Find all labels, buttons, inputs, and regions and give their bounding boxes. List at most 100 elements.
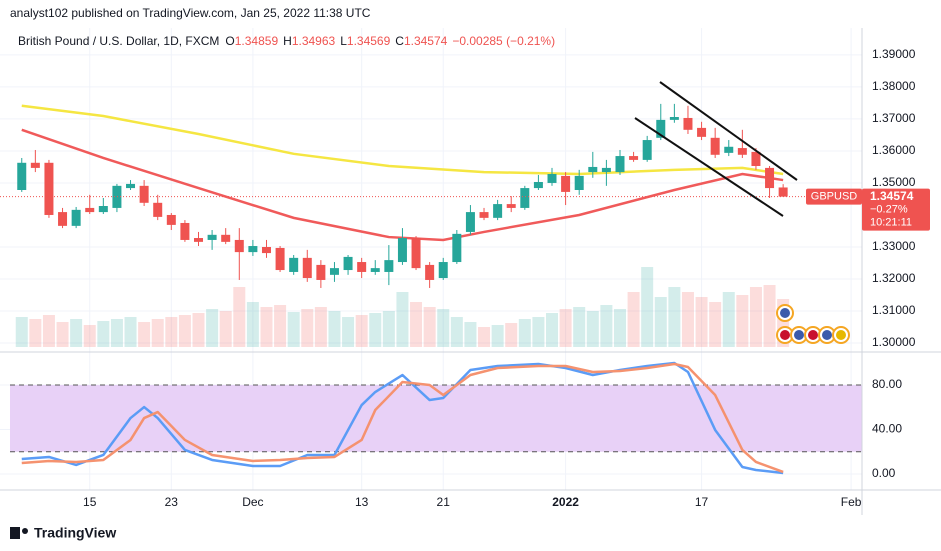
candle-body [479,212,489,218]
volume-bar [233,287,246,347]
ohlc-label: C [395,34,404,48]
flag-icon [836,330,846,340]
volume-bar [736,295,749,347]
volume-bar [301,309,314,347]
candle-body [574,175,584,190]
publish-header: analyst102 published on TradingView.com,… [10,6,371,20]
volume-bar [355,315,368,347]
flag-icon [822,330,832,340]
candle-body [30,162,40,168]
volume-bar [369,313,382,347]
stochastic-line [21,362,784,474]
volume-bar [505,323,518,347]
symbol-label: GBPUSD [811,191,858,203]
volume-bar [450,317,463,347]
volume-bar [586,311,599,347]
volume-bar [246,302,259,347]
ohlc-value: 1.34574 [404,34,448,48]
logo-mark [22,528,28,534]
volume-bar [464,322,477,347]
flag-icon [780,308,790,318]
ohlc-label: L [340,34,347,48]
candle-body [765,167,775,189]
ohlc-value: 1.34859 [235,34,279,48]
channel-line [634,117,784,217]
volume-bar [110,319,123,347]
candle-body [302,257,312,279]
volume-bar [532,317,545,347]
moving-average-line [21,104,784,176]
x-tick-label: 2022 [552,495,579,509]
candle-body [112,185,122,208]
candle-body [207,234,217,240]
candle-body [561,175,571,192]
candle-body [275,247,285,271]
volume-bar [151,319,164,347]
stochastic-pane [10,361,862,475]
candle-body [17,162,27,190]
volume-bar [410,302,423,347]
y-tick-label: 80.00 [872,377,902,391]
y-tick-label: 1.32000 [872,271,916,285]
volume-bar [600,305,613,347]
ohlc-label: H [283,34,292,48]
volume-bar [206,309,219,347]
volume-bar [382,311,395,347]
volume-bar [695,297,708,347]
candle-body [697,127,707,137]
candle-body [329,268,339,275]
candle-body [520,188,530,208]
volume-bar [83,325,96,347]
y-tick-label: 0.00 [872,466,896,480]
volume-bar [165,317,178,347]
candle-body [248,246,258,253]
volume-bar [192,313,205,347]
flag-icon [808,330,818,340]
candle-body [58,212,68,226]
candle-body [615,156,625,173]
volume-bar [274,305,287,347]
candle-body [316,264,326,280]
candle-body [533,181,543,189]
x-tick-label: Dec [242,495,263,509]
volume-bar [15,317,28,347]
flag-icon [794,330,804,340]
volume-bar [722,292,735,347]
volume-bar [627,292,640,347]
candle-body [601,167,611,173]
ohlc-label: O [225,34,234,48]
x-tick-label: 23 [165,495,179,509]
candle-body [588,166,598,173]
candle-body [465,212,475,232]
volume-bar [342,317,355,347]
countdown-label: 10:21:11 [870,217,912,229]
candle-body [493,204,503,218]
candle-body [194,238,204,242]
change-value: −0.00285 (−0.21%) [452,34,555,48]
candle-body [384,260,394,272]
candle-body [71,209,81,226]
volume-bar [56,322,69,347]
candle-body [452,233,462,263]
candle-body [221,234,231,242]
volume-bar [178,315,191,347]
price-label-box [862,188,930,231]
candle-body [778,187,788,197]
candle-body [370,268,380,272]
volume-bar [559,309,572,347]
volume-bar [491,325,504,347]
volume-bar [138,322,151,347]
y-tick-label: 1.36000 [872,143,916,157]
candle-body [85,207,95,213]
x-tick-label: 15 [83,495,97,509]
volume-bar [613,309,626,347]
symbol-label-box [806,188,862,205]
logo-mark [10,527,20,539]
stochastic-band [10,385,862,452]
flag-icons [776,304,850,344]
volume-bar [641,267,654,347]
volume-bar [396,292,409,347]
volume-bar [654,297,667,347]
